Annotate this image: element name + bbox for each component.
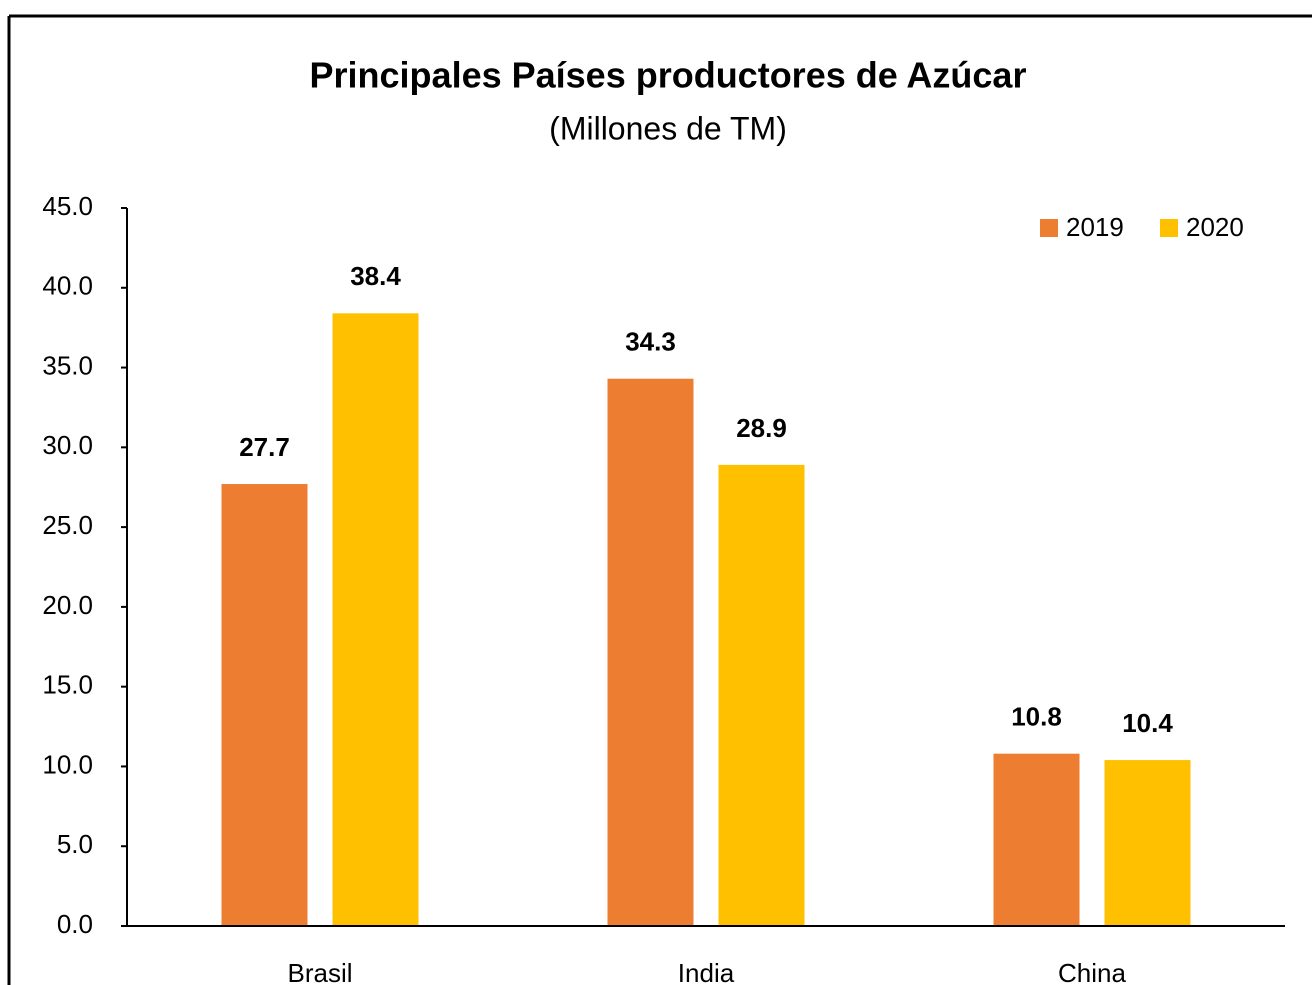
- value-label: 27.7: [239, 432, 290, 462]
- y-tick-label: 30.0: [42, 430, 93, 460]
- bar: [718, 464, 805, 926]
- bar: [607, 378, 694, 926]
- y-tick-label: 40.0: [42, 271, 93, 301]
- value-label: 28.9: [736, 413, 787, 443]
- y-tick-label: 0.0: [57, 909, 93, 939]
- value-label: 34.3: [625, 327, 676, 357]
- legend-swatch: [1040, 219, 1058, 237]
- y-tick-label: 15.0: [42, 670, 93, 700]
- bar: [993, 753, 1080, 926]
- chart-subtitle: (Millones de TM): [549, 110, 787, 146]
- x-tick-label: China: [1058, 958, 1126, 985]
- x-tick-label: India: [678, 958, 735, 985]
- y-tick-label: 35.0: [42, 350, 93, 380]
- y-tick-label: 25.0: [42, 510, 93, 540]
- x-tick-label: Brasil: [287, 958, 352, 985]
- legend-label: 2020: [1186, 212, 1244, 242]
- bar: [332, 313, 419, 927]
- value-label: 38.4: [350, 261, 401, 291]
- y-tick-label: 10.0: [42, 749, 93, 779]
- y-tick-label: 5.0: [57, 829, 93, 859]
- legend-label: 2019: [1066, 212, 1124, 242]
- value-label: 10.8: [1011, 702, 1062, 732]
- bar: [1104, 760, 1191, 926]
- legend-swatch: [1160, 219, 1178, 237]
- chart-title: Principales Países productores de Azúcar: [310, 55, 1027, 96]
- y-tick-label: 45.0: [42, 191, 93, 221]
- bar: [221, 484, 308, 926]
- y-tick-label: 20.0: [42, 590, 93, 620]
- value-label: 10.4: [1122, 708, 1173, 738]
